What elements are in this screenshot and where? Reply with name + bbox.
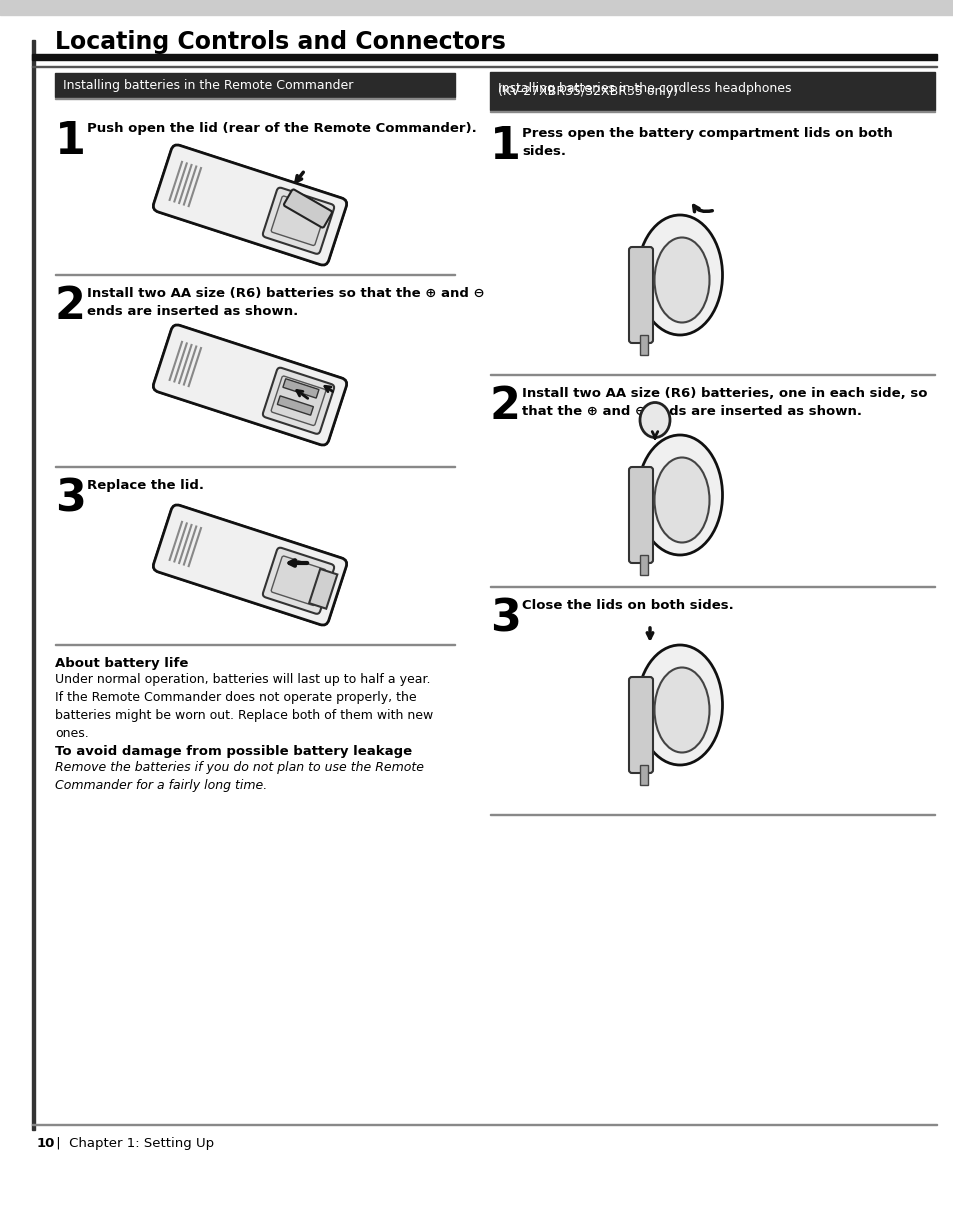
Bar bbox=[639, 555, 647, 575]
Text: 3: 3 bbox=[490, 597, 520, 640]
Bar bbox=[32, 40, 35, 1130]
FancyBboxPatch shape bbox=[154, 505, 346, 625]
Ellipse shape bbox=[654, 667, 709, 752]
Bar bbox=[639, 335, 647, 355]
Bar bbox=[32, 1124, 936, 1125]
FancyBboxPatch shape bbox=[628, 467, 652, 563]
Bar bbox=[283, 379, 318, 399]
Bar bbox=[32, 66, 936, 67]
Text: Installing batteries in the cordless headphones: Installing batteries in the cordless hea… bbox=[497, 81, 791, 95]
Bar bbox=[277, 396, 314, 416]
FancyBboxPatch shape bbox=[271, 196, 325, 245]
Bar bbox=[55, 73, 455, 97]
Text: 1: 1 bbox=[55, 120, 86, 163]
Text: Install two AA size (R6) batteries, one in each side, so
that the ⊕ and ⊖ ends a: Install two AA size (R6) batteries, one … bbox=[521, 388, 926, 418]
Text: (KV-27XBR35/32XBR35 only): (KV-27XBR35/32XBR35 only) bbox=[497, 85, 678, 98]
FancyBboxPatch shape bbox=[263, 548, 334, 614]
Bar bbox=[32, 53, 936, 60]
Bar bbox=[490, 72, 934, 111]
Text: 3: 3 bbox=[55, 477, 86, 520]
FancyBboxPatch shape bbox=[271, 377, 325, 425]
Bar bbox=[490, 111, 934, 112]
FancyBboxPatch shape bbox=[153, 324, 346, 445]
FancyBboxPatch shape bbox=[156, 148, 343, 262]
Text: Push open the lid (rear of the Remote Commander).: Push open the lid (rear of the Remote Co… bbox=[87, 122, 477, 135]
Text: Installing batteries in the Remote Commander: Installing batteries in the Remote Comma… bbox=[63, 79, 353, 91]
FancyBboxPatch shape bbox=[153, 145, 346, 265]
Text: |  Chapter 1: Setting Up: | Chapter 1: Setting Up bbox=[52, 1137, 213, 1151]
Text: Replace the lid.: Replace the lid. bbox=[87, 479, 204, 492]
Text: Remove the batteries if you do not plan to use the Remote
Commander for a fairly: Remove the batteries if you do not plan … bbox=[55, 761, 423, 792]
Text: Under normal operation, batteries will last up to half a year.
If the Remote Com: Under normal operation, batteries will l… bbox=[55, 673, 433, 740]
FancyBboxPatch shape bbox=[153, 145, 346, 265]
Text: Close the lids on both sides.: Close the lids on both sides. bbox=[521, 599, 733, 612]
FancyBboxPatch shape bbox=[155, 327, 344, 443]
Bar bbox=[639, 765, 647, 785]
Text: 1: 1 bbox=[490, 125, 520, 168]
Text: Locating Controls and Connectors: Locating Controls and Connectors bbox=[55, 30, 505, 53]
FancyBboxPatch shape bbox=[154, 326, 346, 445]
Ellipse shape bbox=[639, 402, 669, 437]
Ellipse shape bbox=[637, 215, 721, 335]
Bar bbox=[309, 569, 337, 609]
Text: To avoid damage from possible battery leakage: To avoid damage from possible battery le… bbox=[55, 745, 412, 758]
FancyBboxPatch shape bbox=[155, 147, 344, 264]
FancyBboxPatch shape bbox=[155, 507, 344, 623]
FancyBboxPatch shape bbox=[263, 368, 334, 434]
Ellipse shape bbox=[654, 458, 709, 543]
Bar bbox=[0, 0, 953, 15]
FancyBboxPatch shape bbox=[628, 677, 652, 773]
FancyBboxPatch shape bbox=[628, 247, 652, 343]
Text: Install two AA size (R6) batteries so that the ⊕ and ⊖
ends are inserted as show: Install two AA size (R6) batteries so th… bbox=[87, 287, 484, 318]
Text: Press open the battery compartment lids on both
sides.: Press open the battery compartment lids … bbox=[521, 128, 892, 158]
Text: About battery life: About battery life bbox=[55, 657, 188, 669]
FancyBboxPatch shape bbox=[153, 505, 346, 625]
FancyBboxPatch shape bbox=[156, 328, 343, 442]
Ellipse shape bbox=[637, 645, 721, 765]
FancyBboxPatch shape bbox=[153, 505, 346, 625]
Text: +: + bbox=[648, 409, 660, 424]
Text: 10: 10 bbox=[37, 1137, 55, 1151]
FancyBboxPatch shape bbox=[154, 146, 346, 265]
FancyBboxPatch shape bbox=[284, 190, 332, 227]
Ellipse shape bbox=[637, 435, 721, 555]
Ellipse shape bbox=[654, 237, 709, 322]
Text: 2: 2 bbox=[55, 286, 86, 328]
Text: 2: 2 bbox=[490, 385, 520, 428]
FancyBboxPatch shape bbox=[271, 556, 325, 605]
FancyBboxPatch shape bbox=[153, 324, 346, 445]
Bar bbox=[55, 97, 455, 98]
FancyBboxPatch shape bbox=[263, 187, 334, 254]
FancyBboxPatch shape bbox=[156, 508, 343, 622]
